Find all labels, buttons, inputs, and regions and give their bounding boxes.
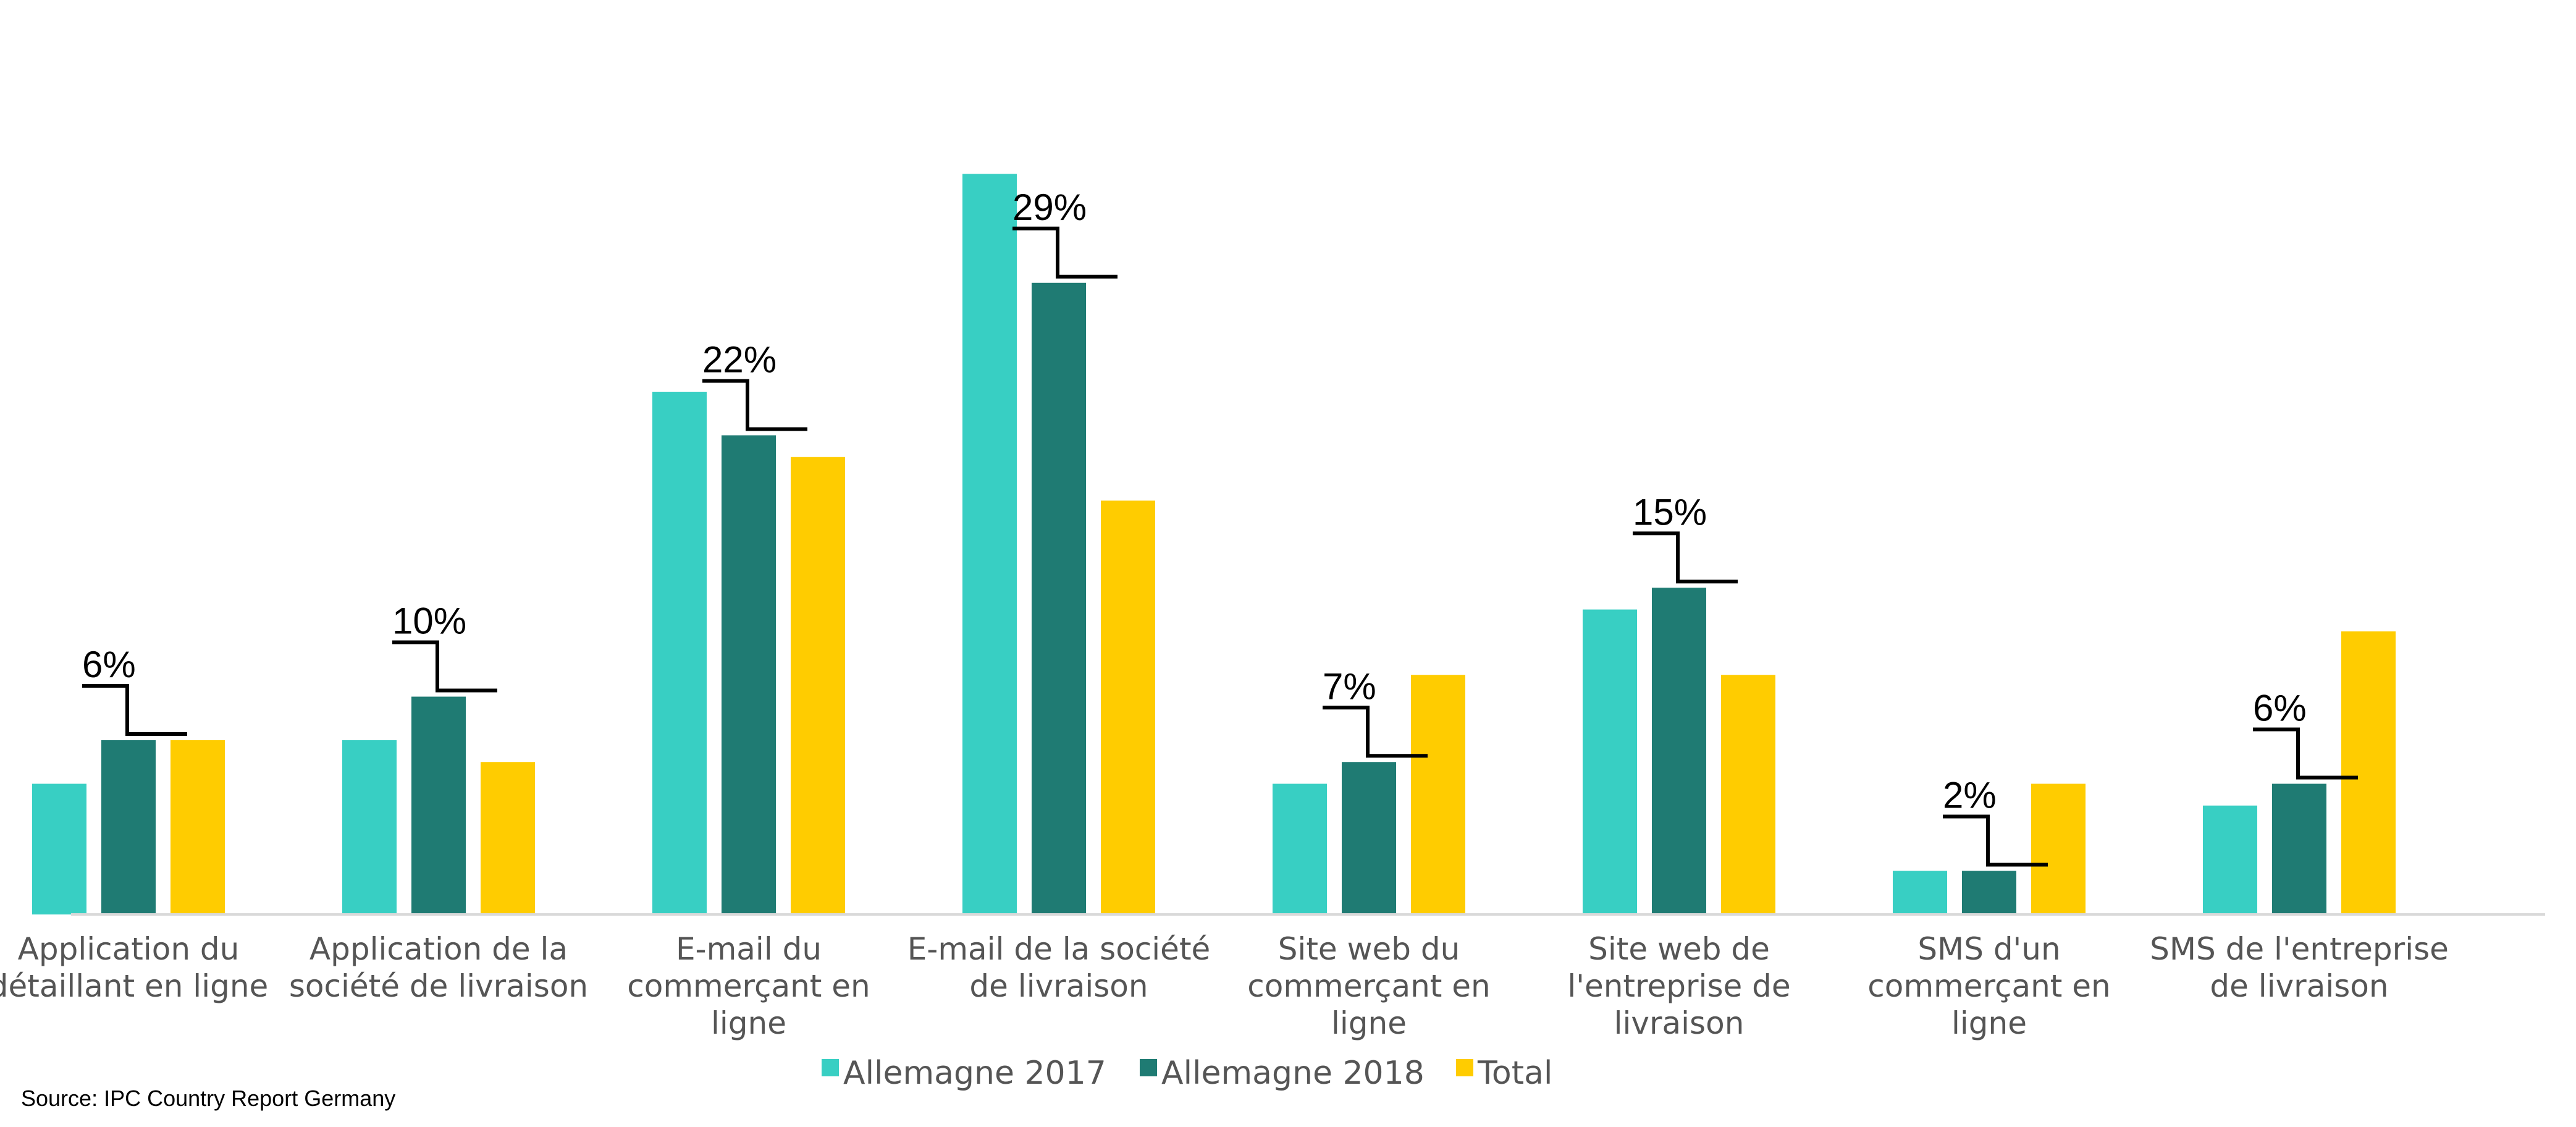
category-label-4-line-1: E-mail de la société <box>907 931 1211 967</box>
category-label-1-line-1: Application du <box>18 931 240 967</box>
category-label-7-line-1: SMS d'un <box>1917 931 2060 967</box>
annotation-callout-2 <box>392 640 497 693</box>
category-label-6-line-2: l'entreprise de <box>1567 968 1790 1004</box>
bar-2-1 <box>101 740 156 914</box>
category-label-5-line-3: ligne <box>1331 1005 1407 1041</box>
legend-swatch-3 <box>1456 1059 1473 1076</box>
category-label-1-line-2: détaillant en ligne <box>0 968 268 1004</box>
bar-2-6 <box>1652 588 1706 914</box>
annotation-callout-1 <box>82 684 187 736</box>
annotation-label-5: 7% <box>1323 665 1376 707</box>
category-label-8-line-1: SMS de l'entreprise <box>2150 931 2449 967</box>
category-label-7-line-3: ligne <box>1951 1005 2027 1041</box>
legend-swatch-2 <box>1140 1059 1157 1076</box>
annotation-callout-6 <box>1633 531 1738 584</box>
legend-swatch-1 <box>822 1059 839 1076</box>
bar-1-3 <box>652 392 707 914</box>
category-label-3-line-2: commerçant en <box>627 968 870 1004</box>
bar-3-7 <box>2031 783 2086 914</box>
category-label-4-line-2: de livraison <box>969 968 1148 1004</box>
annotation-label-1: 6% <box>82 644 136 685</box>
bar-1-4 <box>962 174 1017 914</box>
bar-3-6 <box>1721 675 1775 914</box>
bars-group <box>32 174 2396 914</box>
category-label-7-line-2: commerçant en <box>1867 968 2110 1004</box>
source-note: Source: IPC Country Report Germany <box>21 1086 396 1111</box>
category-label-6-line-1: Site web de <box>1588 931 1770 967</box>
bar-3-4 <box>1101 500 1155 914</box>
annotation-callout-3 <box>702 379 807 431</box>
annotation-label-4: 29% <box>1012 187 1087 228</box>
bar-2-2 <box>411 696 466 914</box>
bar-2-7 <box>1962 871 2016 914</box>
bar-1-6 <box>1583 609 1637 914</box>
annotation-label-2: 10% <box>392 601 466 642</box>
category-label-2-line-1: Application de la <box>309 931 568 967</box>
legend-label-3: Total <box>1477 1055 1552 1092</box>
annotation-callout-8 <box>2253 727 2358 780</box>
bar-1-8 <box>2203 805 2257 914</box>
annotations-group: 6% 10% 22% 29% 7% 15% 2% 6% <box>82 187 2358 867</box>
annotation-callout-7 <box>1943 814 2048 867</box>
annotation-label-6: 15% <box>1633 491 1707 533</box>
annotation-label-7: 2% <box>1943 775 1997 816</box>
category-label-6-line-3: livraison <box>1614 1005 1745 1041</box>
bar-1-7 <box>1893 871 1947 914</box>
bar-1-1 <box>32 783 86 914</box>
legend-label-1: Allemagne 2017 <box>843 1055 1106 1092</box>
bar-2-8 <box>2272 783 2326 914</box>
category-label-8-line-2: de livraison <box>2210 968 2388 1004</box>
annotation-label-8: 6% <box>2253 688 2307 729</box>
bar-3-2 <box>481 762 535 914</box>
bar-2-4 <box>1032 282 1086 914</box>
bar-3-8 <box>2341 631 2396 914</box>
bar-2-5 <box>1342 762 1396 914</box>
category-label-3-line-3: ligne <box>711 1005 786 1041</box>
category-label-5-line-1: Site web du <box>1278 931 1460 967</box>
bar-3-1 <box>170 740 225 914</box>
bar-1-2 <box>342 740 397 914</box>
annotation-callout-5 <box>1323 706 1428 758</box>
category-label-3-line-1: E-mail du <box>676 931 822 967</box>
legend-label-2: Allemagne 2018 <box>1161 1055 1425 1092</box>
bar-3-5 <box>1411 675 1465 914</box>
bar-2-3 <box>722 435 776 914</box>
bar-1-5 <box>1273 783 1327 914</box>
bar-3-3 <box>791 457 845 914</box>
annotation-callout-4 <box>1012 226 1118 279</box>
legend: Allemagne 2017 Allemagne 2018 Total <box>822 1055 1552 1092</box>
annotation-label-3: 22% <box>702 339 777 381</box>
category-label-5-line-2: commerçant en <box>1247 968 1490 1004</box>
category-label-2-line-2: société de livraison <box>289 968 588 1004</box>
